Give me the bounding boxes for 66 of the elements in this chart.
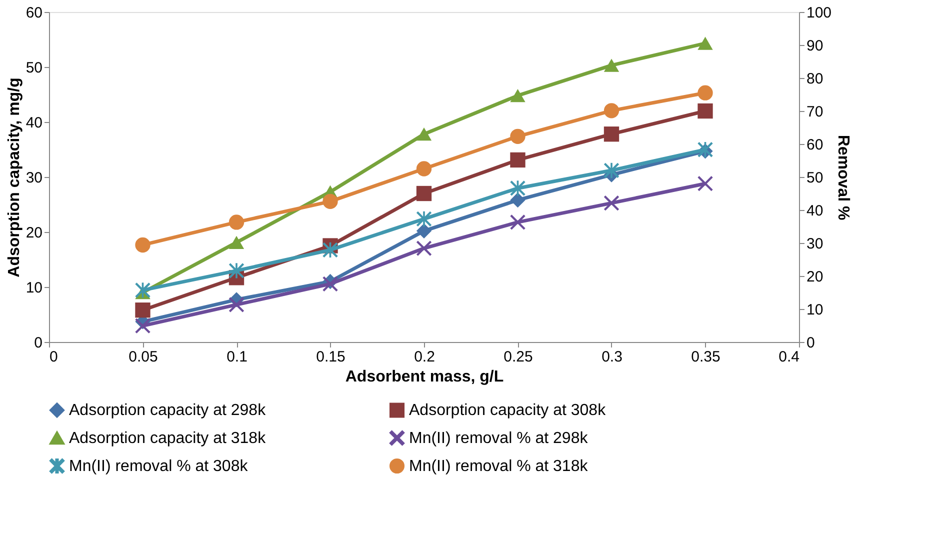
point bbox=[698, 176, 713, 192]
point bbox=[135, 237, 150, 253]
y2-tick-label: 80 bbox=[806, 70, 824, 88]
point bbox=[322, 194, 338, 209]
point bbox=[510, 152, 526, 168]
x-axis-title: Adsorbent mass, g/L bbox=[345, 368, 504, 386]
point bbox=[510, 89, 526, 102]
y2-tick-label: 40 bbox=[806, 202, 824, 220]
point bbox=[228, 297, 244, 312]
point bbox=[604, 126, 620, 142]
y2-tick-label: 20 bbox=[806, 268, 824, 286]
x-tick-label: 0.15 bbox=[316, 348, 346, 366]
y-tick-label: 30 bbox=[26, 170, 42, 186]
point bbox=[135, 318, 150, 334]
point bbox=[416, 186, 432, 202]
x-tick-label: 0.25 bbox=[504, 348, 533, 366]
x-tick-label: 0 bbox=[50, 348, 58, 366]
y2-tick-label: 70 bbox=[806, 104, 824, 120]
legend-label: Adsorption capacity at 318k bbox=[69, 430, 267, 447]
point bbox=[416, 223, 432, 238]
point bbox=[698, 103, 713, 119]
y-tick-label: 0 bbox=[34, 334, 42, 352]
point bbox=[510, 192, 526, 208]
point bbox=[228, 214, 244, 230]
point bbox=[604, 195, 620, 211]
x-tick-label: 0.1 bbox=[226, 348, 248, 366]
y2-axis-title: Removal % bbox=[834, 134, 852, 220]
point bbox=[510, 180, 526, 196]
legend-label: Mn(II) removal % at 308k bbox=[69, 458, 249, 475]
y2-tick-label: 90 bbox=[806, 38, 824, 54]
x-tick-label: 0.2 bbox=[414, 348, 435, 366]
legend-label: Mn(II) removal % at 298k bbox=[409, 430, 589, 447]
x-tick-label: 0.35 bbox=[691, 348, 720, 366]
point bbox=[510, 128, 526, 144]
y-tick-label: 40 bbox=[26, 114, 42, 132]
point bbox=[510, 214, 526, 230]
y-tick-label: 60 bbox=[26, 4, 42, 22]
point bbox=[604, 162, 620, 178]
point bbox=[604, 58, 620, 72]
point bbox=[416, 128, 432, 141]
x-tick-label: 0.4 bbox=[778, 348, 800, 366]
y2-tick-label: 10 bbox=[806, 302, 824, 318]
point bbox=[228, 236, 244, 250]
point bbox=[416, 211, 432, 226]
y-tick-label: 10 bbox=[26, 280, 42, 296]
legend-label: Adsorption capacity at 308k bbox=[409, 402, 607, 420]
point bbox=[135, 302, 150, 318]
point bbox=[416, 161, 432, 176]
y2-tick-label: 0 bbox=[806, 334, 815, 352]
legend-label: Adsorption capacity at 298k bbox=[69, 402, 267, 420]
point bbox=[228, 263, 244, 278]
y-tick-label: 20 bbox=[26, 224, 42, 242]
point bbox=[416, 240, 432, 256]
y-axis-title: Adsorption capacity, mg/g bbox=[6, 78, 23, 278]
legend-label: Mn(II) removal % at 318k bbox=[409, 458, 589, 475]
y2-tick-label: 30 bbox=[806, 236, 824, 252]
point bbox=[135, 282, 150, 298]
y2-tick-label: 100 bbox=[806, 4, 832, 22]
y-tick-label: 50 bbox=[26, 60, 42, 76]
x-tick-label: 0.3 bbox=[602, 348, 622, 366]
point bbox=[698, 36, 713, 50]
x-tick-label: 0.05 bbox=[128, 348, 158, 366]
y2-tick-label: 50 bbox=[806, 170, 824, 186]
y2-tick-label: 60 bbox=[806, 136, 824, 154]
point bbox=[698, 85, 713, 100]
point bbox=[604, 103, 620, 118]
